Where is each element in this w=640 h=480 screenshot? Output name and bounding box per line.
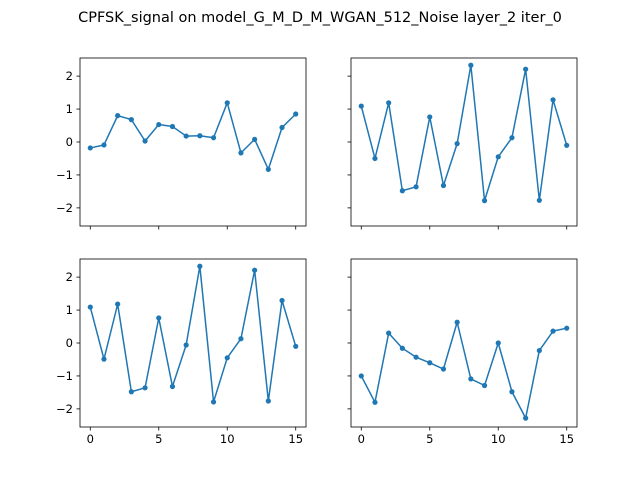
data-point — [252, 267, 258, 273]
x-tick-label: 5 — [155, 432, 162, 446]
axes-frame — [350, 57, 578, 227]
series-line — [360, 321, 567, 419]
data-point — [197, 263, 203, 269]
data-point — [399, 188, 405, 194]
data-point — [224, 355, 230, 361]
x-tick-label: 0 — [87, 432, 94, 446]
data-point — [550, 328, 556, 334]
figure-title: CPFSK_signal on model_G_M_D_M_WGAN_512_N… — [78, 10, 562, 26]
series-line — [360, 64, 568, 202]
data-point — [358, 103, 364, 109]
data-point — [481, 198, 488, 204]
axes-frame — [350, 258, 578, 428]
y-tick-label: −2 — [56, 201, 73, 215]
data-point — [142, 385, 148, 391]
data-point — [413, 354, 419, 360]
data-point — [523, 415, 529, 421]
data-point — [440, 182, 447, 189]
x-tick-label: 5 — [426, 432, 433, 446]
subplot-top-left: −2 −1 0 1 2 — [56, 57, 307, 230]
series-line — [90, 102, 297, 171]
x-tick-label: 15 — [559, 432, 574, 446]
data-point — [413, 184, 419, 190]
y-tick-label: −1 — [56, 369, 73, 383]
data-point — [128, 117, 134, 123]
data-point — [210, 399, 217, 405]
x-tick-label: 10 — [491, 432, 506, 446]
y-tick-label: 1 — [66, 102, 73, 116]
data-point — [358, 373, 364, 379]
data-point — [169, 123, 176, 130]
y-tick-label: 0 — [66, 135, 73, 149]
data-point — [440, 366, 447, 372]
data-point — [468, 62, 474, 68]
data-point — [564, 325, 570, 331]
data-point — [536, 197, 542, 203]
data-point — [252, 136, 258, 142]
data-point — [265, 398, 271, 404]
x-tick-label: 0 — [358, 432, 365, 446]
axes-frame — [79, 258, 307, 428]
data-point — [454, 141, 460, 147]
data-point — [238, 336, 244, 342]
data-point — [169, 383, 176, 390]
x-tick-label: 10 — [220, 432, 235, 446]
data-point — [101, 356, 107, 362]
data-point — [564, 142, 570, 148]
data-point — [454, 319, 460, 325]
data-point — [210, 135, 217, 141]
data-point — [279, 297, 285, 304]
data-point — [495, 340, 501, 346]
data-point — [481, 382, 488, 389]
data-point — [101, 142, 107, 148]
data-point — [523, 66, 529, 72]
y-tick-label: −2 — [56, 402, 73, 416]
data-point — [142, 138, 148, 144]
data-point — [115, 113, 121, 119]
y-tick-label: 1 — [66, 303, 73, 317]
y-tick-label: −1 — [56, 168, 73, 182]
data-point — [197, 133, 203, 139]
data-point — [128, 389, 134, 395]
data-point — [536, 347, 542, 354]
data-point — [279, 124, 285, 131]
data-point — [156, 121, 162, 128]
data-point — [399, 345, 405, 351]
series-line — [89, 265, 297, 403]
data-point — [238, 150, 244, 156]
data-point — [372, 399, 378, 405]
data-point — [427, 360, 433, 366]
data-point — [87, 304, 93, 310]
x-tick-label: 15 — [288, 432, 303, 446]
data-point — [427, 114, 433, 120]
data-point — [293, 111, 299, 117]
data-point — [293, 343, 299, 349]
data-point — [386, 100, 392, 106]
data-point — [550, 97, 556, 103]
data-point — [224, 100, 230, 106]
data-point — [509, 135, 515, 141]
axes-frame — [79, 57, 307, 227]
data-point — [509, 389, 515, 395]
y-tick-label: 0 — [66, 336, 73, 350]
data-point — [495, 154, 501, 160]
data-point — [156, 315, 162, 321]
data-point — [87, 145, 93, 151]
data-point — [265, 166, 271, 172]
y-tick-label: 2 — [66, 69, 73, 83]
data-point — [183, 133, 189, 139]
subplot-bottom-left: −2 −1 0 1 2 0 5 10 15 — [56, 258, 307, 446]
subplot-top-right — [347, 57, 578, 230]
data-point — [183, 342, 189, 348]
data-point — [115, 301, 121, 307]
y-tick-label: 2 — [66, 270, 73, 284]
data-point — [372, 155, 378, 162]
data-point — [468, 376, 474, 382]
data-point — [386, 330, 392, 336]
subplot-bottom-right: 0 5 10 15 — [347, 258, 578, 446]
